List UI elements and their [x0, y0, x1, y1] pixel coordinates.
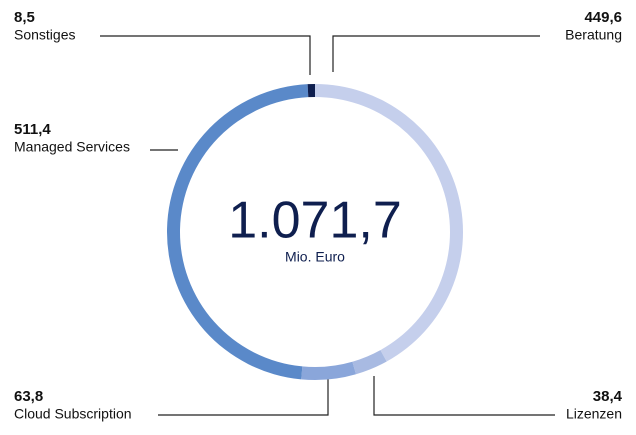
category-label: Beratung	[565, 27, 622, 43]
total-label: 1.071,7	[228, 192, 402, 250]
category-label: Lizenzen	[566, 406, 622, 422]
category-label: Sonstiges	[14, 27, 75, 43]
leader-line	[332, 35, 540, 72]
value-label: 449,6	[584, 9, 622, 26]
leader-line	[100, 35, 311, 75]
value-label: 38,4	[593, 388, 623, 405]
value-label: 511,4	[14, 121, 51, 138]
unit-label: Mio. Euro	[285, 249, 345, 265]
value-label: 8,5	[14, 9, 35, 26]
category-label: Cloud Subscription	[14, 406, 132, 422]
donut-segment	[352, 350, 387, 375]
leader-lines	[100, 35, 555, 416]
category-label: Managed Services	[14, 139, 130, 155]
donut-segment	[301, 361, 356, 380]
value-label: 63,8	[14, 388, 43, 405]
donut-segment	[315, 84, 464, 362]
donut-segment	[307, 84, 315, 98]
leader-line	[158, 378, 329, 416]
leader-line	[373, 376, 555, 416]
